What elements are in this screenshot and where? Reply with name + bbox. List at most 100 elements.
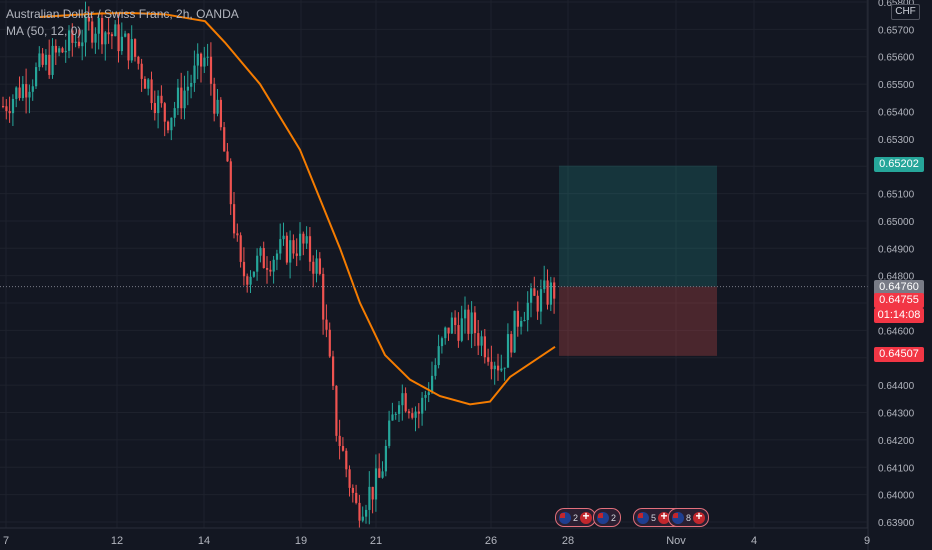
candle-body <box>381 471 384 478</box>
candle-body <box>338 435 341 447</box>
candle-body <box>546 280 549 305</box>
candle-body <box>530 288 533 303</box>
price-axis-label: 0.65300 <box>878 135 915 146</box>
price-axis-label: 0.64000 <box>878 491 915 502</box>
candle-body <box>5 106 8 112</box>
price-axis-label: 0.64400 <box>878 381 915 392</box>
candle-body <box>523 320 526 322</box>
candle-body <box>391 414 394 421</box>
candle-body <box>61 48 64 53</box>
candle-body <box>510 334 513 353</box>
candle-body <box>137 56 140 64</box>
candle-body <box>77 41 81 47</box>
candle-body <box>374 468 378 500</box>
candle-body <box>454 317 457 326</box>
candle-body <box>206 56 209 58</box>
au-flag-icon <box>559 511 571 524</box>
time-axis-label: 4 <box>751 535 757 547</box>
last-price-tag: 0.64755 <box>874 293 924 308</box>
candle-body <box>279 239 282 254</box>
economic-event-badge[interactable]: 2 <box>593 508 622 527</box>
candle-body <box>91 21 94 43</box>
candle-body <box>2 105 5 107</box>
time-axis-label: 21 <box>370 535 382 547</box>
candle-body <box>516 310 519 327</box>
candle-body <box>110 34 114 37</box>
candle-body <box>21 84 24 99</box>
candle-body <box>18 87 21 99</box>
candle-body <box>173 108 176 118</box>
candle-body <box>219 99 222 128</box>
candle-body <box>308 236 312 262</box>
candle-body <box>256 255 259 272</box>
candle-body <box>252 271 255 277</box>
candle-body <box>236 233 239 236</box>
candle-body <box>64 50 67 53</box>
candle-body <box>335 385 338 436</box>
currency-button[interactable]: CHF <box>891 4 920 20</box>
candle-body <box>58 48 61 53</box>
candle-body <box>84 16 87 43</box>
price-axis-label: 0.65100 <box>878 190 915 201</box>
candle-body <box>361 516 364 521</box>
candle-body <box>11 98 15 114</box>
candle-body <box>302 233 305 244</box>
time-axis-label: 26 <box>485 535 497 547</box>
au-flag-icon <box>637 511 649 524</box>
candle-body <box>190 82 193 87</box>
candle-body <box>229 161 232 205</box>
candle-body <box>411 413 414 418</box>
candle-body <box>341 446 345 451</box>
candle-body <box>180 87 183 109</box>
candle-body <box>520 320 523 327</box>
candle-body <box>398 405 401 414</box>
candle-body <box>295 253 298 256</box>
candle-body <box>87 16 90 22</box>
candle-body <box>51 45 54 75</box>
ma-indicator-label[interactable]: MA (50, 12, 0) <box>6 24 82 38</box>
time-axis-label: 19 <box>295 535 307 547</box>
candle-body <box>120 36 123 52</box>
candle-body <box>239 235 242 262</box>
price-axis-label: 0.65400 <box>878 107 915 118</box>
candle-body <box>157 95 160 114</box>
candle-body <box>421 397 424 414</box>
candle-body <box>533 288 536 296</box>
candle-body <box>266 268 269 270</box>
economic-event-badge[interactable]: 2 <box>555 508 597 527</box>
candle-body <box>262 248 265 269</box>
candle-body <box>25 84 28 98</box>
time-axis-label: Nov <box>666 535 686 547</box>
price-axis-label: 0.65000 <box>878 217 915 228</box>
candle-body <box>176 87 180 109</box>
candle-body <box>170 117 173 131</box>
au-flag-icon <box>672 511 684 524</box>
candle-body <box>163 103 166 122</box>
candle-body <box>97 18 100 34</box>
candle-body <box>404 393 407 412</box>
candle-body <box>48 54 51 75</box>
candle-body <box>71 30 74 43</box>
candle-body <box>348 469 351 488</box>
price-axis-label: 0.64200 <box>878 436 915 447</box>
economic-event-badge[interactable]: 8 <box>668 508 710 527</box>
candle-body <box>104 32 107 45</box>
candle-body <box>315 258 318 274</box>
ch-flag-icon <box>580 511 593 524</box>
candle-body <box>312 261 315 274</box>
candle-body <box>493 365 496 370</box>
candle-body <box>153 103 156 114</box>
symbol-title[interactable]: Australian Dollar / Swiss Franc, 2h, OAN… <box>6 7 239 21</box>
current-price-tag: 0.64760 <box>874 280 924 295</box>
time-axis-label: 28 <box>562 535 574 547</box>
candle-body <box>549 282 552 305</box>
candle-body <box>223 127 226 152</box>
candle-body <box>470 312 473 334</box>
candle-body <box>424 394 427 398</box>
candle-body <box>167 121 170 131</box>
candle-body <box>140 63 143 79</box>
candle-body <box>233 204 236 234</box>
time-axis-label: 14 <box>198 535 210 547</box>
ch-flag-icon <box>693 511 706 524</box>
